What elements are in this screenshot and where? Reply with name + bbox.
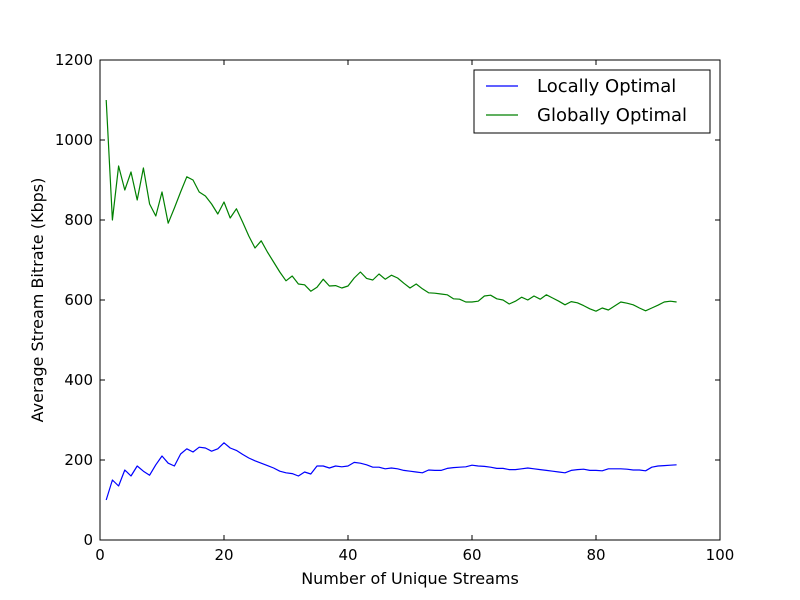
series-layer [105, 99, 677, 501]
x-tick-label: 40 [338, 546, 357, 564]
y-tick-label: 400 [64, 371, 93, 389]
y-tick-label: 0 [83, 531, 93, 549]
x-tick-label: 0 [95, 546, 105, 564]
y-axis-label: Average Stream Bitrate (Kbps) [28, 178, 47, 423]
y-tick-label: 600 [64, 291, 93, 309]
x-tick-label: 20 [214, 546, 233, 564]
y-tick-label: 200 [64, 451, 93, 469]
x-tick-label: 100 [706, 546, 735, 564]
x-tick-label: 60 [462, 546, 481, 564]
legend-label-2: Globally Optimal [537, 105, 687, 126]
y-tick-label: 1000 [55, 131, 93, 149]
y-tick-label: 1200 [55, 51, 93, 69]
y-tick-label: 800 [64, 211, 93, 229]
legend-box [473, 69, 711, 134]
legend-label-1: Locally Optimal [537, 76, 676, 97]
series-line-1 [105, 442, 677, 501]
series-line-2 [105, 99, 677, 312]
x-axis-label: Number of Unique Streams [301, 569, 519, 588]
x-tick-label: 80 [586, 546, 605, 564]
legend: Locally Optimal Globally Optimal [473, 69, 711, 134]
